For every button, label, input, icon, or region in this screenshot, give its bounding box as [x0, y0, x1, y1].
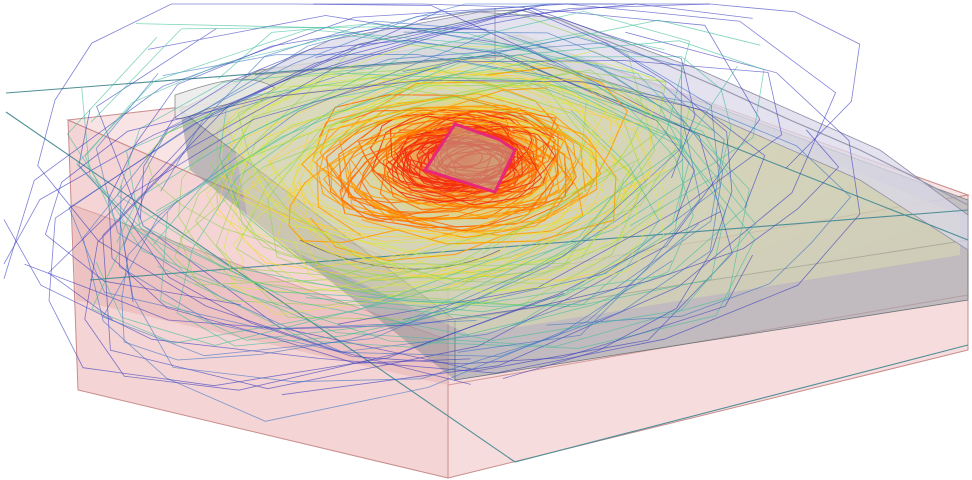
pathline: [353, 108, 553, 215]
pathline: [84, 3, 753, 391]
pathline: [341, 111, 513, 223]
pathline: [195, 82, 679, 279]
pathline: [153, 10, 691, 341]
pathline: [178, 140, 666, 293]
pathline: [398, 129, 556, 203]
pathline: [274, 77, 665, 293]
pathline: [119, 3, 673, 383]
pathline: [76, 29, 757, 341]
pathline: [95, 43, 724, 357]
pathline: [81, 23, 756, 349]
pathline: [96, 15, 733, 372]
pathline: [295, 141, 585, 234]
pathline: [230, 77, 637, 263]
pathline: [387, 115, 543, 206]
pathline: [386, 109, 535, 210]
pathline: [267, 80, 587, 286]
cutting-planes: [5, 54, 969, 463]
source-zone-outline: [422, 122, 517, 194]
pathline: [339, 107, 559, 222]
pathline: [301, 104, 617, 245]
pathline: [3, 3, 861, 265]
pathline: [288, 87, 548, 243]
pathline: [145, 112, 571, 266]
grey-layer-side: [180, 110, 455, 380]
pathline: [176, 32, 665, 347]
pathline: [229, 45, 618, 305]
pathline: [227, 154, 625, 280]
pathline: [117, 67, 726, 308]
pathline: [160, 20, 701, 353]
pathline: [322, 119, 580, 221]
pathline: [236, 96, 639, 245]
pathline: [37, 3, 555, 385]
pathline: [318, 106, 546, 218]
pathline: [44, 79, 766, 306]
pathline: [162, 54, 852, 326]
pathline: [219, 106, 660, 307]
pathline: [108, 27, 487, 364]
pathline: [371, 109, 505, 204]
source-zone-fill: [425, 124, 515, 192]
pathline: [179, 70, 667, 286]
pathline: [95, 40, 765, 346]
plane-line-1: [5, 54, 501, 94]
source-zone: [422, 122, 517, 194]
pathline: [206, 107, 567, 245]
pathline: [340, 109, 567, 209]
pathline: [47, 60, 783, 325]
pathline: [84, 34, 715, 319]
pathline: [82, 3, 700, 422]
pathline: [287, 80, 613, 196]
pathline: [260, 111, 638, 243]
plane-line-2: [499, 54, 969, 241]
pathline: [174, 66, 692, 306]
pathline: [313, 3, 733, 379]
pathline: [68, 42, 721, 330]
pathline: [237, 83, 620, 284]
pathline: [224, 101, 635, 281]
pathline: [102, 32, 682, 357]
pathline: [261, 73, 650, 270]
pathline: [293, 73, 592, 270]
pathline: [242, 107, 667, 243]
pathline: [293, 87, 599, 291]
topography-profile: [419, 9, 969, 206]
pathline: [385, 146, 532, 190]
pathline: [209, 67, 644, 306]
pathline: [102, 8, 761, 390]
pathline: [299, 70, 569, 278]
pathline: [358, 139, 538, 214]
pathline-group: [3, 3, 861, 422]
plane-line-4: [514, 344, 969, 463]
pathline: [309, 111, 574, 210]
pathline: [349, 111, 560, 217]
pathline: [24, 129, 840, 330]
